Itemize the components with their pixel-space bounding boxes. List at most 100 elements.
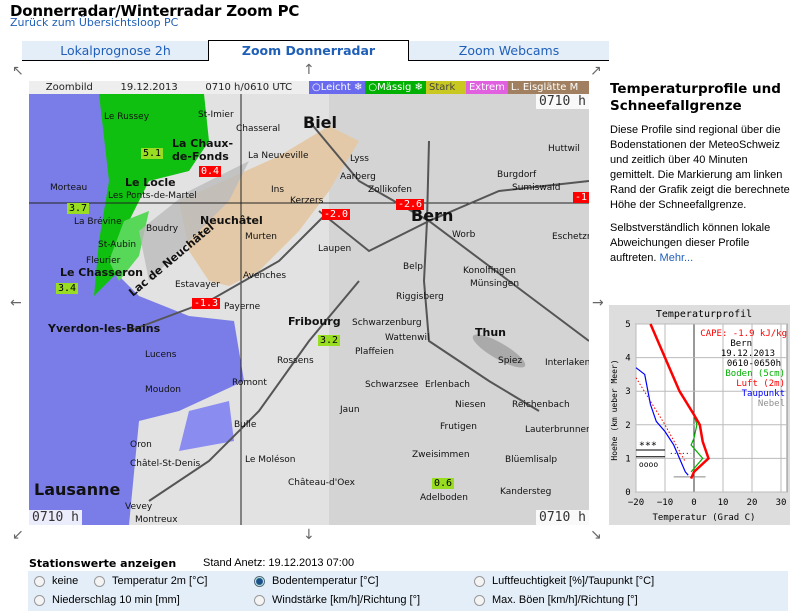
station-value[interactable]: 3.4 xyxy=(56,283,79,294)
radio-label: Niederschlag 10 min [mm] xyxy=(52,594,180,606)
map-caption: Zoombild xyxy=(45,82,93,93)
radio-keine[interactable]: keine xyxy=(34,575,78,587)
town-label: Riggisberg xyxy=(396,292,444,302)
town-label: Zollikofen xyxy=(368,185,412,195)
town-label: Burgdorf xyxy=(497,170,537,180)
radio-button[interactable] xyxy=(474,594,485,606)
y-tick-label: 5 xyxy=(625,320,630,330)
station-options: keine Temperatur 2m [°C] Bodentemperatur… xyxy=(28,571,788,611)
town-label: Avenches xyxy=(243,271,287,281)
profile-date: 19.12.2013 xyxy=(721,349,775,359)
legend-taupunkt: Taupunkt xyxy=(742,389,785,399)
station-value[interactable]: 0.4 xyxy=(199,166,222,177)
radio-max-boeen[interactable]: Max. Böen [km/h]/Richtung [°] xyxy=(474,594,638,606)
town-label: Estavayer xyxy=(175,280,220,290)
radio-niederschlag[interactable]: Niederschlag 10 min [mm] xyxy=(34,594,180,606)
town-label: Aarberg xyxy=(340,172,376,182)
radio-label: Bodentemperatur [°C] xyxy=(272,575,379,587)
pan-up-icon[interactable]: ↑ xyxy=(303,62,315,78)
radio-luftfeuchtigkeit[interactable]: Luftfeuchtigkeit [%]/Taupunkt [°C] xyxy=(474,575,654,587)
town-label: St-Aubin xyxy=(98,240,137,250)
town-label: Chasseral xyxy=(236,124,281,134)
legend-extrem: Extrem xyxy=(465,81,508,94)
radio-windstaerke[interactable]: Windstärke [km/h]/Richtung [°] xyxy=(254,594,420,606)
pan-down-icon[interactable]: ↓ xyxy=(303,527,315,543)
town-label: Rossens xyxy=(277,356,314,366)
time-label-bottom-left: 0710 h xyxy=(29,510,82,525)
radio-button-checked[interactable] xyxy=(254,575,265,587)
side-note-text: Selbstverständlich können lokale Abweich… xyxy=(610,222,771,264)
station-value[interactable]: 3.2 xyxy=(318,335,341,346)
town-label: Vevey xyxy=(125,502,153,512)
town-label: Niesen xyxy=(455,400,486,410)
town-label: Lyss xyxy=(350,154,369,164)
pan-up-left-icon[interactable]: ↖ xyxy=(12,63,24,79)
side-note: Selbstverständlich können lokale Abweich… xyxy=(610,221,792,266)
tab-lokalprognose[interactable]: Lokalprognose 2h xyxy=(22,41,209,61)
radio-button[interactable] xyxy=(94,575,105,587)
town-label: Plaffeien xyxy=(355,347,394,357)
legend-boden: Boden (5cm) xyxy=(725,369,785,379)
station-value[interactable]: -2.6 xyxy=(396,199,425,210)
town-label: Oron xyxy=(130,440,152,450)
map-date: 19.12.2013 xyxy=(120,82,178,93)
station-value[interactable]: -1.3 xyxy=(192,298,221,309)
town-label: Lauterbrunnen xyxy=(525,425,589,435)
station-value[interactable]: 5.1 xyxy=(141,148,164,159)
town-label: Belp xyxy=(403,262,423,272)
town-label: Kerzers xyxy=(290,196,324,206)
station-value[interactable]: 3.7 xyxy=(67,203,90,214)
plot-area xyxy=(635,323,788,493)
town-label: Reichenbach xyxy=(512,400,570,410)
radio-button[interactable] xyxy=(254,594,265,606)
town-label: Thun xyxy=(475,326,506,339)
stand-timestamp: Stand Anetz: 19.12.2013 07:00 xyxy=(203,557,355,569)
stations-heading: Stationswerte anzeigen xyxy=(29,557,177,570)
dew-point-dotted-line xyxy=(635,377,686,463)
town-label: Lucens xyxy=(145,350,177,360)
station-value[interactable]: -2.0 xyxy=(322,209,351,220)
radio-button[interactable] xyxy=(474,575,485,587)
y-tick-label: 4 xyxy=(625,354,630,364)
time-label-top-right: 0710 h xyxy=(536,94,589,109)
town-label: Schwarzsee xyxy=(365,380,419,390)
town-label: Eschetzmatt xyxy=(552,232,589,242)
town-label: Châtel-St-Denis xyxy=(130,459,201,469)
town-label: Laupen xyxy=(318,244,352,254)
radio-label: Temperatur 2m [°C] xyxy=(112,575,208,587)
town-label: Erlenbach xyxy=(425,380,471,390)
station-value[interactable]: 0.6 xyxy=(432,478,455,489)
radio-button[interactable] xyxy=(34,575,45,587)
radio-bodentemperatur[interactable]: Bodentemperatur [°C] xyxy=(254,575,379,587)
x-tick-label: 30 xyxy=(776,498,787,508)
rain-symbol: oooo xyxy=(639,460,658,469)
pan-up-right-icon[interactable]: ↗ xyxy=(590,63,602,79)
tab-zoom-donnerradar[interactable]: Zoom Donnerradar xyxy=(208,40,409,61)
pan-left-icon[interactable]: ← xyxy=(10,295,22,311)
y-tick-label: 3 xyxy=(625,387,630,397)
radio-label: Windstärke [km/h]/Richtung [°] xyxy=(272,594,421,606)
back-link[interactable]: Zurück zum Übersichtsloop PC xyxy=(10,16,179,29)
station-value[interactable]: -1.1 xyxy=(573,192,589,203)
radar-map[interactable]: Zoombild 19.12.2013 0710 h/0610 UTC ○Lei… xyxy=(29,81,589,525)
town-label: Romont xyxy=(232,378,267,388)
radio-button[interactable] xyxy=(34,594,45,606)
x-tick-label: −10 xyxy=(657,498,673,508)
tab-zoom-webcams[interactable]: Zoom Webcams xyxy=(409,41,609,61)
cape-label: CAPE: -1.9 kJ/kg xyxy=(700,329,787,339)
pan-down-right-icon[interactable]: ↘ xyxy=(590,527,602,543)
pan-down-left-icon[interactable]: ↙ xyxy=(12,527,24,543)
town-label: Payerne xyxy=(224,302,261,312)
y-tick-label: 0 xyxy=(625,488,630,498)
more-link[interactable]: Mehr... xyxy=(659,252,694,264)
x-tick-label: 10 xyxy=(718,498,729,508)
side-description: Diese Profile sind regional über die Bod… xyxy=(610,124,790,211)
town-label: Bulle xyxy=(234,420,257,430)
town-label: Le Locle xyxy=(125,176,176,189)
town-label: Huttwil xyxy=(548,144,580,154)
radio-temperatur-2m[interactable]: Temperatur 2m [°C] xyxy=(94,575,207,587)
town-label: Interlaken xyxy=(545,358,589,368)
radio-label: Max. Böen [km/h]/Richtung [°] xyxy=(492,594,638,606)
town-label: Sumiswald xyxy=(512,183,561,193)
pan-right-icon[interactable]: → xyxy=(592,295,604,311)
